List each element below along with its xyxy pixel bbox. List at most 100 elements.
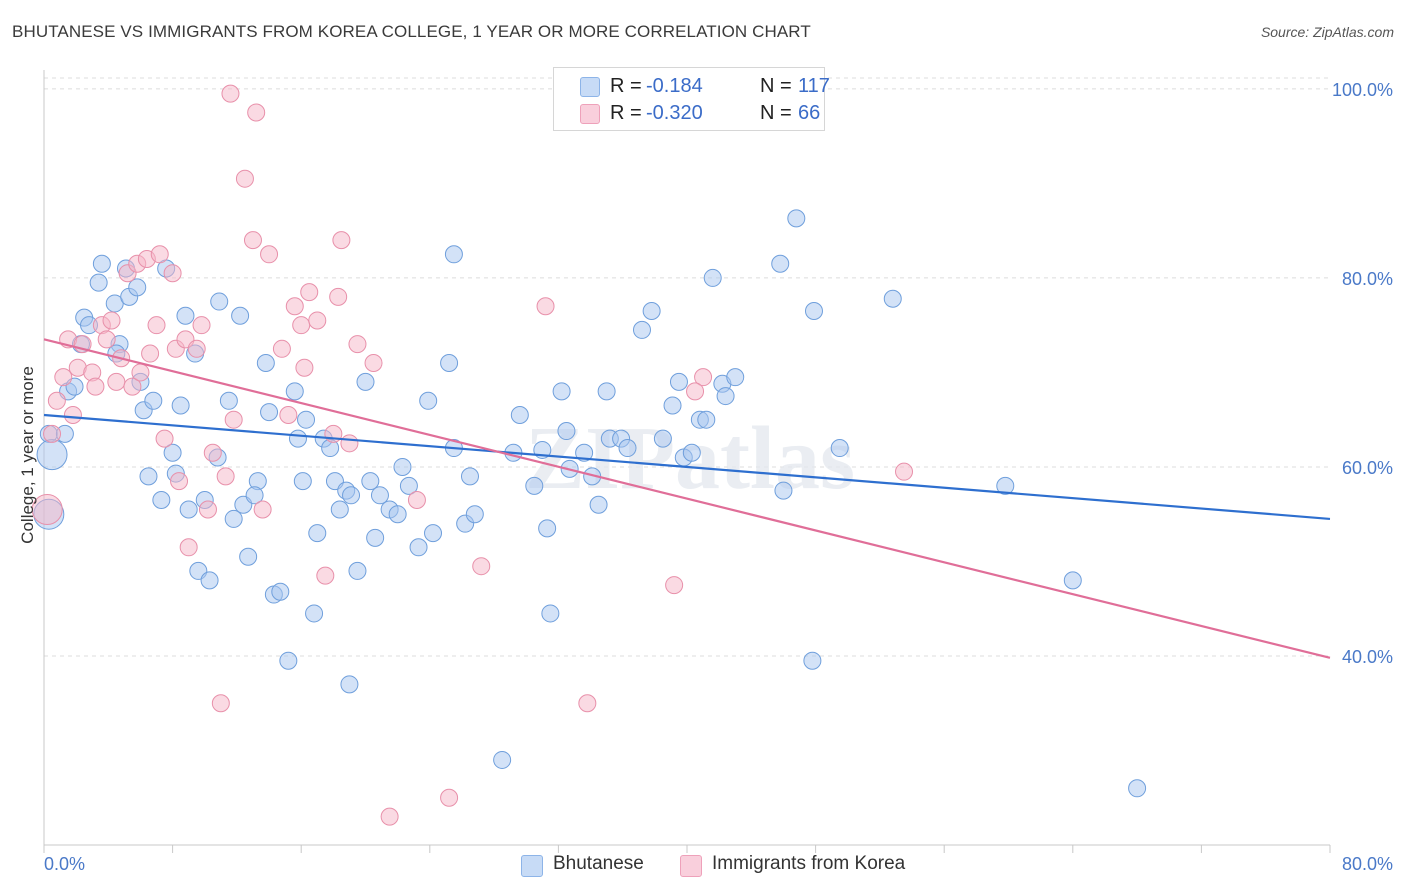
point-bhutanese <box>271 582 290 601</box>
point-bhutanese <box>726 368 745 387</box>
point-korea <box>440 788 459 807</box>
point-korea <box>895 462 914 481</box>
legend-r-value: -0.184 <box>646 75 703 97</box>
point-bhutanese <box>308 524 327 543</box>
correlation-legend: R = -0.184 N = 117 R = -0.320 N = 66 <box>553 67 830 131</box>
point-bhutanese <box>642 302 661 321</box>
point-korea <box>63 405 82 424</box>
point-korea <box>216 467 235 486</box>
tick-labels: 100.0% 80.0% 60.0% 40.0% 0.0% 80.0% <box>44 80 1393 874</box>
point-korea <box>295 358 314 377</box>
point-bhutanese <box>1128 779 1147 798</box>
point-bhutanese <box>176 306 195 325</box>
point-bhutanese <box>356 372 375 391</box>
point-bhutanese <box>804 302 823 321</box>
point-bhutanese <box>493 750 512 769</box>
series-legend: Bhutanese Immigrants from Korea <box>0 852 1406 878</box>
point-bhutanese <box>541 604 560 623</box>
point-korea <box>332 231 351 250</box>
legend-swatch-korea <box>580 104 600 124</box>
point-korea <box>47 391 66 410</box>
point-bhutanese <box>703 268 722 287</box>
trend-line-bhutanese <box>43 413 1331 521</box>
point-korea <box>97 330 116 349</box>
legend-r-value: -0.320 <box>646 102 703 124</box>
point-bhutanese <box>419 391 438 410</box>
point-bhutanese <box>557 422 576 441</box>
point-bhutanese <box>465 505 484 524</box>
x-tick-label: 0.0% <box>44 854 85 874</box>
point-korea <box>123 377 142 396</box>
legend-label-bhutanese: Bhutanese <box>553 853 644 874</box>
point-korea <box>253 500 272 519</box>
point-bhutanese <box>597 382 616 401</box>
point-bhutanese <box>245 486 264 505</box>
legend-n-value: 117 <box>798 75 830 97</box>
legend-n-value: 66 <box>798 102 821 124</box>
point-bhutanese <box>366 528 385 547</box>
point-korea <box>407 491 426 510</box>
trend-lines <box>43 338 1331 659</box>
point-bhutanese <box>92 254 111 273</box>
point-korea <box>211 694 230 713</box>
point-korea <box>235 169 254 188</box>
point-bhutanese <box>409 538 428 557</box>
point-bhutanese <box>260 403 279 422</box>
point-bhutanese <box>1063 571 1082 590</box>
legend-r-label: R = <box>610 102 642 124</box>
point-bhutanese <box>224 509 243 528</box>
point-korea <box>285 297 304 316</box>
point-bhutanese <box>288 429 307 448</box>
series-korea-points <box>31 84 914 826</box>
point-bhutanese <box>440 353 459 372</box>
point-bhutanese <box>348 561 367 580</box>
point-bhutanese <box>139 467 158 486</box>
point-bhutanese <box>231 306 250 325</box>
point-korea <box>348 335 367 354</box>
point-bhutanese <box>89 273 108 292</box>
point-bhutanese <box>460 467 479 486</box>
point-bhutanese <box>297 410 316 429</box>
point-korea <box>380 807 399 826</box>
point-korea <box>86 377 105 396</box>
point-bhutanese <box>774 481 793 500</box>
point-bhutanese <box>393 457 412 476</box>
point-korea <box>224 410 243 429</box>
point-bhutanese <box>342 486 361 505</box>
trend-line-korea <box>43 338 1331 659</box>
point-korea <box>187 339 206 358</box>
y-tick-label: 60.0% <box>1342 458 1393 478</box>
legend-swatch-korea <box>680 855 702 877</box>
point-bhutanese <box>163 443 182 462</box>
point-bhutanese <box>210 292 229 311</box>
point-bhutanese <box>538 519 557 538</box>
point-bhutanese <box>219 391 238 410</box>
y-tick-label: 100.0% <box>1332 80 1393 100</box>
point-bhutanese <box>388 505 407 524</box>
point-korea <box>43 424 62 443</box>
point-bhutanese <box>285 382 304 401</box>
chart-source: Source: ZipAtlas.com <box>1260 24 1394 40</box>
point-bhutanese <box>618 439 637 458</box>
point-bhutanese <box>682 443 701 462</box>
point-bhutanese <box>330 500 349 519</box>
point-korea <box>147 316 166 335</box>
point-korea <box>203 443 222 462</box>
point-bhutanese <box>525 476 544 495</box>
point-korea <box>243 231 262 250</box>
point-korea <box>221 84 240 103</box>
point-bhutanese <box>771 254 790 273</box>
point-korea <box>247 103 266 122</box>
point-korea <box>107 372 126 391</box>
point-bhutanese <box>552 382 571 401</box>
point-bhutanese <box>340 675 359 694</box>
y-tick-label: 40.0% <box>1342 647 1393 667</box>
point-bhutanese <box>128 278 147 297</box>
point-korea <box>694 368 713 387</box>
point-korea <box>578 694 597 713</box>
point-bhutanese <box>663 396 682 415</box>
point-bhutanese <box>152 491 171 510</box>
point-bhutanese <box>171 396 190 415</box>
point-bhutanese <box>305 604 324 623</box>
point-bhutanese <box>697 410 716 429</box>
